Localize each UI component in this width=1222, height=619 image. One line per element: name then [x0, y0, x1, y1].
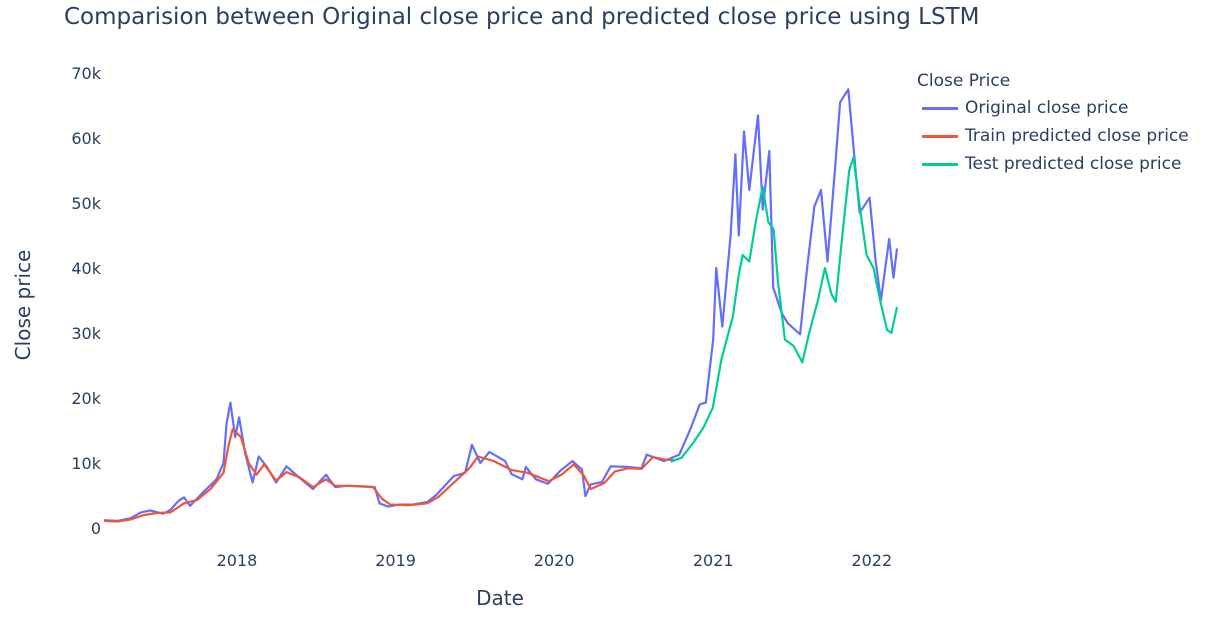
legend-label-original: Original close price [965, 98, 1129, 118]
legend-swatch-train-predicted [922, 134, 958, 138]
y-axis-ticks: 0 10k 20k 30k 40k 50k 60k 70k [71, 64, 101, 538]
series-line-train-predicted[interactable] [103, 428, 674, 523]
x-tick-label: 2020 [534, 551, 575, 570]
legend-item-original[interactable]: Original close price [917, 94, 1189, 122]
series-line-original[interactable] [103, 88, 899, 523]
legend: Close Price Original close price Train p… [917, 71, 1189, 178]
legend-title: Close Price [917, 71, 1011, 91]
x-axis-ticks: 2018 2019 2020 2021 2022 [217, 551, 893, 570]
x-tick-label: 2018 [217, 551, 258, 570]
y-tick-label: 0 [91, 519, 101, 538]
series-lines [103, 88, 899, 523]
series-line-test-predicted[interactable] [670, 156, 899, 463]
x-axis-title: Date [476, 586, 524, 610]
legend-item-train-predicted[interactable]: Train predicted close price [917, 122, 1189, 150]
chart-title: Comparision between Original close price… [64, 4, 980, 30]
legend-swatch-original [922, 106, 958, 110]
legend-swatch-test-predicted [922, 162, 958, 166]
x-tick-label: 2022 [851, 551, 892, 570]
y-tick-label: 60k [71, 129, 101, 148]
x-tick-label: 2019 [375, 551, 416, 570]
y-tick-label: 10k [71, 454, 101, 473]
y-tick-label: 20k [71, 389, 101, 408]
y-axis-title: Close price [11, 250, 35, 361]
y-tick-label: 30k [71, 324, 101, 343]
y-tick-label: 40k [71, 259, 101, 278]
legend-item-test-predicted[interactable]: Test predicted close price [917, 150, 1189, 178]
x-tick-label: 2021 [693, 551, 734, 570]
legend-label-train-predicted: Train predicted close price [965, 126, 1189, 146]
legend-label-test-predicted: Test predicted close price [965, 154, 1182, 174]
y-tick-label: 70k [71, 64, 101, 83]
y-tick-label: 50k [71, 194, 101, 213]
